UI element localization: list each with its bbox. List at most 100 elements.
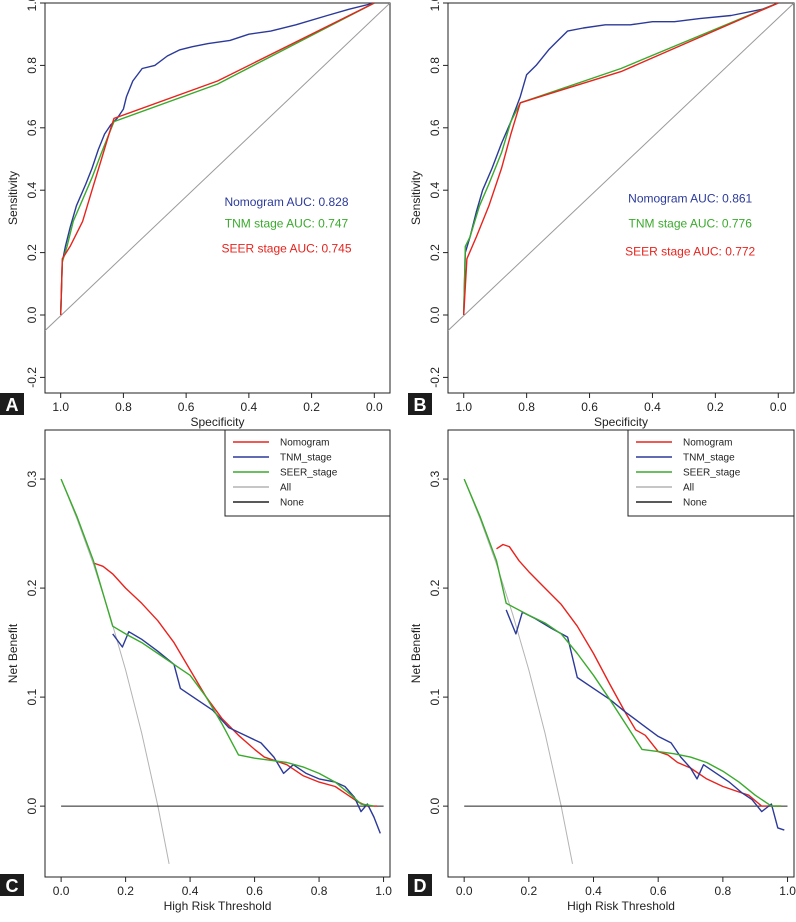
series-all — [60, 478, 170, 864]
x-tick-label: 0.0 — [456, 884, 473, 898]
x-tick-label: 0.8 — [518, 400, 535, 414]
x-tick-label: 0.4 — [182, 884, 199, 898]
legend-label: Nomogram — [683, 438, 732, 449]
series-line-1 — [463, 3, 779, 316]
x-tick-label: 0.6 — [650, 884, 667, 898]
series-seer-stage — [60, 478, 375, 807]
y-tick-label: -0.2 — [25, 367, 39, 388]
y-tick-label: 0.2 — [25, 244, 39, 261]
plot-frame — [447, 429, 795, 878]
y-tick-label: 0.2 — [25, 579, 39, 596]
panel-c: 0.0 0.2 0.4 0.6 0.8 1.0 0.0 0.1 0.2 0.3 High Risk … — [0, 429, 392, 913]
legend-label: All — [683, 483, 694, 494]
x-axis-label: Specificity — [594, 415, 648, 429]
series-line-0 — [463, 3, 779, 316]
x-tick-label: 0.6 — [178, 400, 195, 414]
panel-label: D — [414, 876, 427, 896]
y-axis-label: Net Benefit — [6, 623, 20, 683]
series-line-1 — [60, 3, 375, 316]
legend-label: TNM_stage — [683, 453, 735, 464]
reference-diagonal — [448, 3, 794, 331]
x-tick-label: 1.0 — [52, 400, 69, 414]
legend-label: TNM_stage — [280, 453, 332, 464]
y-axis-label: Sensitivity — [6, 171, 20, 225]
x-tick-label: 1.0 — [455, 400, 472, 414]
x-tick-label: 1.0 — [779, 884, 796, 898]
y-tick-label: 1.0 — [25, 0, 39, 11]
legend-label: Nomogram — [280, 438, 329, 449]
y-tick-label: 0.0 — [428, 306, 442, 323]
x-tick-label: 0.0 — [53, 884, 70, 898]
x-tick-label: 0.8 — [715, 884, 732, 898]
y-axis-label: Sensitivity — [409, 171, 423, 225]
x-axis-label: High Risk Threshold — [567, 899, 675, 913]
panel-label-badge — [408, 393, 432, 415]
x-tick-label: 1.0 — [375, 884, 392, 898]
y-tick-label: 0.0 — [25, 797, 39, 814]
x-axis-label: High Risk Threshold — [164, 899, 272, 913]
y-tick-label: 0.3 — [428, 470, 442, 487]
y-tick-label: 0.0 — [25, 306, 39, 323]
panel-label-badge — [0, 874, 24, 896]
y-tick-label: 0.1 — [428, 688, 442, 705]
panel-label-badge — [408, 874, 432, 896]
plot-lines — [448, 3, 794, 331]
x-axis-label: Specificity — [190, 415, 244, 429]
auc-annotation: SEER stage AUC: 0.772 — [625, 245, 755, 259]
legend-label: All — [280, 483, 291, 494]
y-tick-label: 1.0 — [428, 0, 442, 11]
x-tick-label: 0.8 — [311, 884, 328, 898]
plot-frame — [44, 2, 391, 394]
panel-label: C — [6, 876, 19, 896]
y-tick-label: 0.6 — [25, 119, 39, 136]
plot-frame — [44, 429, 391, 878]
x-tick-label: 0.2 — [520, 884, 537, 898]
reference-diagonal — [45, 3, 390, 331]
y-tick-label: 0.0 — [428, 797, 442, 814]
y-tick-label: 0.3 — [25, 470, 39, 487]
y-tick-label: 0.8 — [428, 57, 442, 74]
legend-label: SEER_stage — [683, 468, 741, 479]
x-tick-label: 0.2 — [303, 400, 320, 414]
auc-annotation: TNM stage AUC: 0.747 — [225, 217, 349, 231]
legend-label: None — [683, 498, 707, 509]
y-tick-label: -0.2 — [428, 367, 442, 388]
panel-d: 0.0 0.2 0.4 0.6 0.8 1.0 0.0 0.1 0.2 0.3 High Risk … — [408, 429, 796, 913]
series-tnm-stage — [112, 631, 381, 834]
panel-label: B — [414, 395, 427, 415]
x-tick-label: 0.4 — [644, 400, 661, 414]
series-seer-stage — [463, 478, 782, 807]
x-tick-label: 0.2 — [117, 884, 134, 898]
series-line-0 — [60, 3, 375, 316]
series-tnm-stage — [505, 609, 785, 831]
auc-annotation: Nomogram AUC: 0.861 — [628, 192, 752, 206]
panel-a: 1.0 0.8 0.6 0.4 0.2 0.0 -0.2 0.0 0.2 0.4 0.6 0.8 1.0… — [0, 0, 391, 429]
y-tick-label: 0.8 — [25, 57, 39, 74]
series-line-2 — [463, 3, 779, 316]
series-nomogram — [93, 562, 378, 807]
legend-label: SEER_stage — [280, 468, 338, 479]
x-tick-label: 0.0 — [770, 400, 787, 414]
auc-annotation: Nomogram AUC: 0.828 — [224, 195, 348, 209]
legend-label: None — [280, 498, 304, 509]
series-nomogram — [496, 543, 782, 807]
auc-annotation: SEER stage AUC: 0.745 — [221, 242, 351, 256]
x-tick-label: 0.8 — [115, 400, 132, 414]
y-tick-label: 0.1 — [25, 688, 39, 705]
panel-label-badge — [0, 393, 24, 415]
y-tick-label: 0.2 — [428, 579, 442, 596]
series-line-2 — [60, 3, 375, 316]
x-tick-label: 0.0 — [366, 400, 383, 414]
series-all — [463, 478, 573, 864]
x-tick-label: 0.6 — [246, 884, 263, 898]
legend: Nomogram TNM_stage SEER_stage All None — [627, 429, 795, 517]
auc-annotation: TNM stage AUC: 0.776 — [629, 217, 753, 231]
panel-label: A — [6, 395, 19, 415]
panel-b: 1.0 0.8 0.6 0.4 0.2 0.0 -0.2 0.0 0.2 0.4 0.6 0.8 1.0… — [408, 0, 795, 429]
legend: Nomogram TNM_stage SEER_stage All None — [224, 429, 391, 517]
y-tick-label: 0.6 — [428, 119, 442, 136]
plot-frame — [447, 2, 795, 394]
y-tick-label: 0.2 — [428, 244, 442, 261]
x-tick-label: 0.4 — [585, 884, 602, 898]
